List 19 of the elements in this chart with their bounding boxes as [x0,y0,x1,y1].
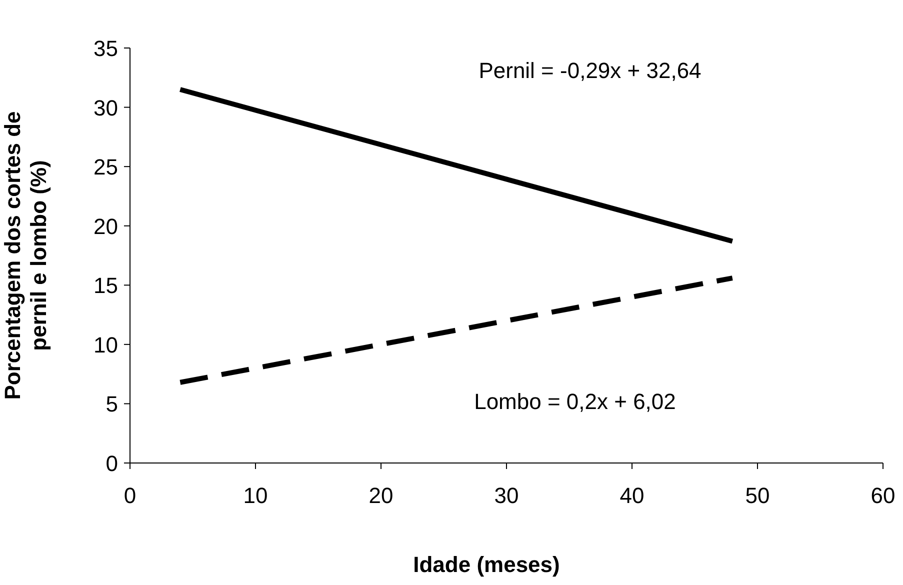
y-tick-label: 10 [94,332,118,358]
y-tick-label: 15 [94,273,118,298]
x-tick-label: 30 [494,483,519,508]
x-axis-title: Idade (meses) [413,552,560,577]
x-tick-label: 50 [745,483,770,508]
y-tick-label: 5 [106,392,118,417]
x-tick-label: 10 [243,483,268,508]
x-tick-label: 20 [368,483,394,508]
x-tick-label: 40 [620,483,644,508]
annotation: Lombo = 0,2x + 6,02 [474,389,676,414]
x-tick-label: 60 [870,483,896,508]
x-tick-label: 0 [124,483,136,508]
y-tick-label: 20 [94,214,118,239]
y-tick-label: 30 [94,95,118,120]
annotation: Pernil = -0,29x + 32,64 [478,58,702,83]
y-tick-label: 0 [106,451,118,476]
y-tick-label: 35 [94,36,118,61]
y-axis-title: Porcentagem dos cortes de pernil e lombo (%) [0,111,51,400]
y-tick-label: 25 [94,154,118,180]
